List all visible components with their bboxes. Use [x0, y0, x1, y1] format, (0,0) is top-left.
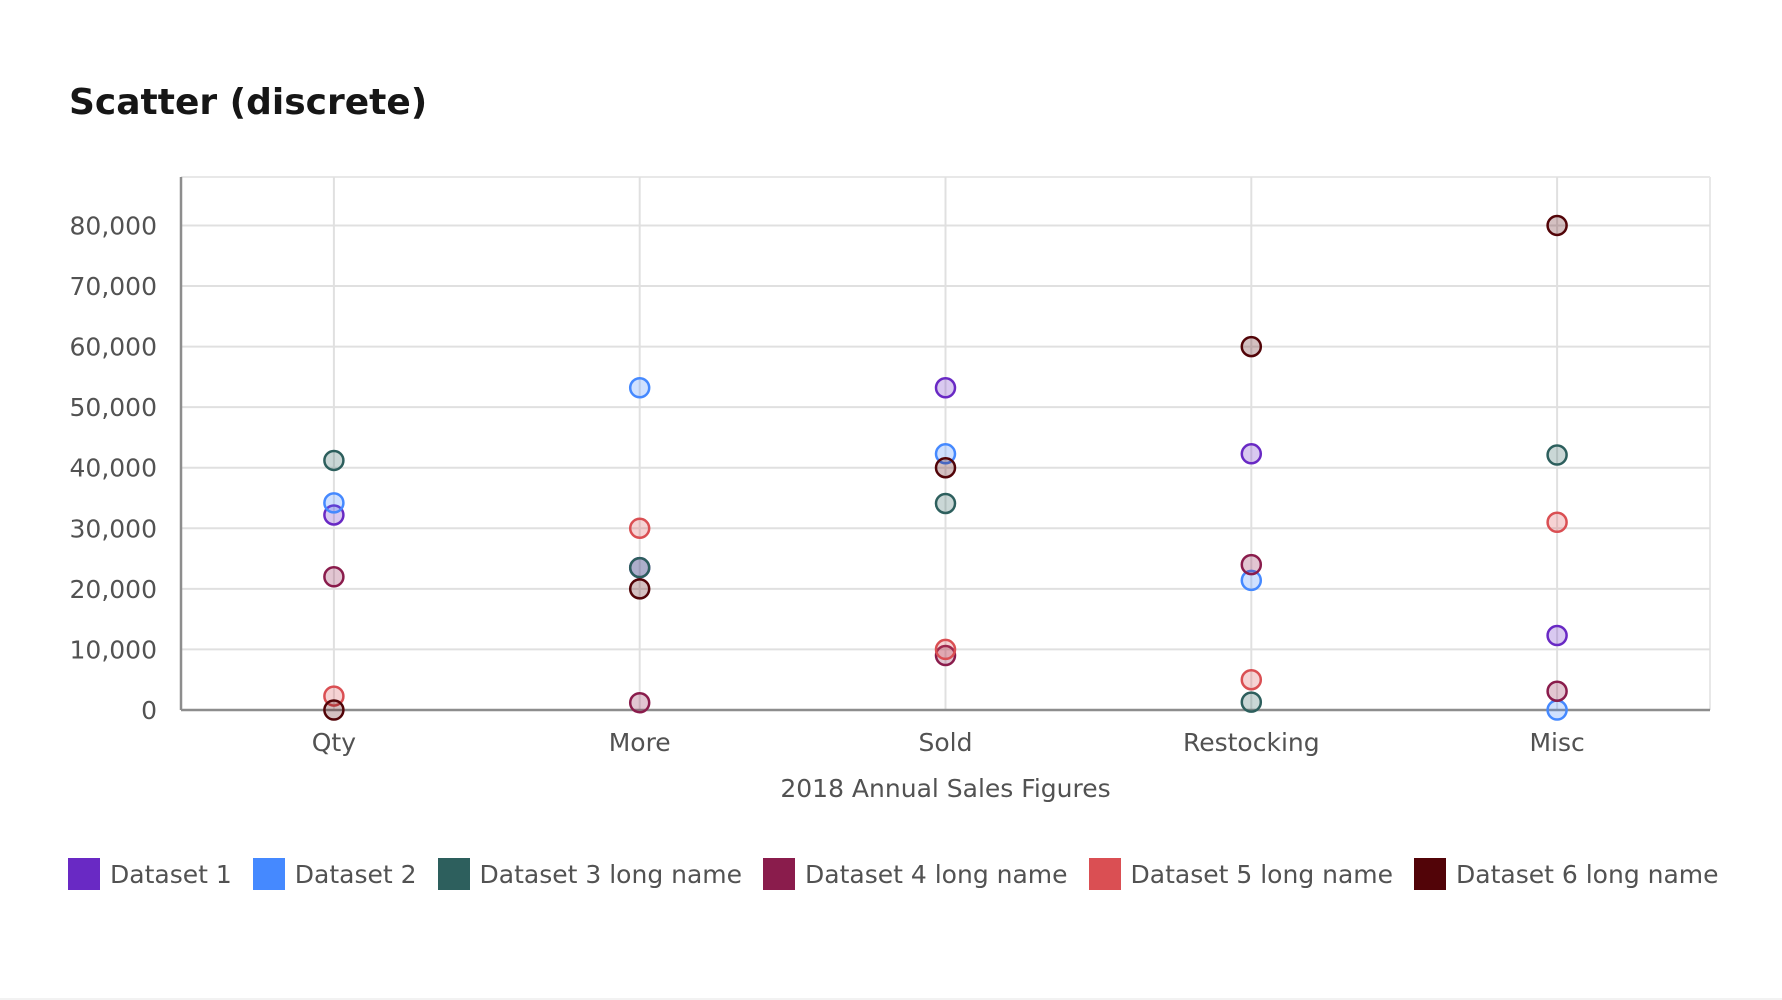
scatter-point-1[interactable] [1240, 443, 1263, 465]
legend-label: Dataset 6 long name [1456, 859, 1719, 889]
scatter-point-3[interactable] [934, 492, 957, 515]
legend-swatch [763, 858, 796, 890]
scatter-point-2[interactable] [1240, 569, 1263, 592]
y-tick-label: 60,000 [70, 333, 157, 362]
y-tick-label: 10,000 [70, 635, 157, 664]
legend-item-3[interactable]: Dataset 3 long name [437, 858, 743, 890]
legend-swatch [1088, 858, 1121, 890]
legend-swatch [1414, 858, 1447, 890]
legend-item-4[interactable]: Dataset 4 long name [763, 858, 1068, 890]
y-tick-label: 70,000 [70, 272, 157, 301]
scatter-point-5[interactable] [934, 638, 957, 661]
scatter-point-4[interactable] [1546, 680, 1568, 702]
scatter-point-6[interactable] [1240, 335, 1263, 358]
legend-swatch [252, 858, 285, 890]
scatter-point-5[interactable] [1240, 668, 1263, 691]
x-axis-title: 2018 Annual Sales Figures [780, 774, 1110, 803]
scatter-plot: 0 10,000 20,000 30,000 40,000 50,000 60,000 70,… [70, 176, 1711, 803]
x-tick-label: Sold [919, 728, 973, 757]
legend-swatch [437, 858, 470, 890]
scatter-point-4[interactable] [934, 644, 957, 667]
y-tick-label: 20,000 [70, 575, 157, 604]
y-tick-label: 50,000 [70, 393, 157, 422]
x-tick-label: Restocking [1183, 728, 1320, 757]
scatter-point-1[interactable] [934, 377, 957, 399]
scatter-point-3[interactable] [1240, 691, 1263, 713]
x-tick-label: Qty [312, 728, 356, 757]
legend-label: Dataset 2 [294, 859, 417, 889]
scatter-point-4[interactable] [1240, 553, 1263, 576]
scatter-point-6[interactable] [628, 578, 651, 600]
scatter-point-3[interactable] [323, 449, 345, 472]
tick-labels: 0 10,000 20,000 30,000 40,000 50,000 60,000 70,… [70, 211, 1585, 757]
legend-item-2[interactable]: Dataset 2 [252, 858, 417, 890]
legend-item-5[interactable]: Dataset 5 long name [1088, 858, 1394, 890]
scatter-point-3[interactable] [1546, 444, 1568, 466]
axes [179, 177, 1710, 712]
scatter-point-2[interactable] [1546, 699, 1568, 721]
scatter-point-6[interactable] [323, 699, 345, 721]
legend-label: Dataset 3 long name [479, 859, 743, 889]
scatter-point-6[interactable] [934, 456, 957, 479]
legend-label: Dataset 4 long name [805, 859, 1068, 889]
scatter-point-6[interactable] [1546, 214, 1568, 237]
y-tick-label: 40,000 [70, 454, 157, 483]
scatter-point-4[interactable] [323, 566, 345, 588]
data-points [323, 214, 1568, 721]
x-tick-label: More [609, 728, 671, 757]
y-tick-label: 0 [141, 696, 157, 725]
scatter-point-2[interactable] [628, 377, 651, 399]
scatter-point-1[interactable] [1546, 624, 1568, 647]
grid-lines [181, 176, 1711, 710]
scatter-point-3[interactable] [628, 556, 651, 579]
scatter-point-4[interactable] [628, 691, 651, 714]
chart-title: Scatter (discrete) [69, 82, 428, 123]
scatter-point-2[interactable] [323, 492, 345, 514]
legend-label: Dataset 5 long name [1130, 859, 1394, 889]
y-tick-label: 80,000 [70, 211, 157, 240]
legend-swatch [68, 858, 100, 890]
legend: Dataset 1 Dataset 2 Dataset 3 long name Dat… [68, 858, 1740, 890]
y-tick-label: 30,000 [70, 514, 157, 543]
x-tick-label: Misc [1529, 728, 1584, 757]
legend-label: Dataset 1 [110, 859, 232, 889]
legend-item-1[interactable]: Dataset 1 [68, 858, 232, 890]
scatter-point-5[interactable] [628, 517, 651, 540]
scatter-point-5[interactable] [1546, 511, 1568, 533]
legend-item-6[interactable]: Dataset 6 long name [1414, 858, 1719, 890]
